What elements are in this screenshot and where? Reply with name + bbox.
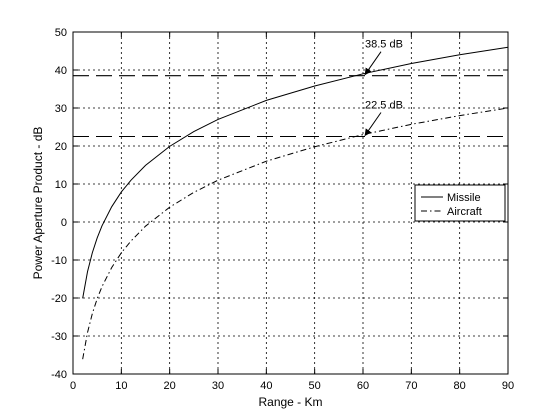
annotations: 38.5 dB 22.5 dB — [364, 39, 403, 137]
x-tick-label: 30 — [212, 380, 224, 392]
y-tick-label: -40 — [51, 369, 67, 381]
y-tick-label: -20 — [51, 293, 67, 305]
y-tick-label: 30 — [55, 103, 67, 115]
reference-lines — [73, 75, 508, 138]
grid — [73, 32, 508, 374]
x-tick-label: 60 — [357, 380, 369, 392]
x-tick-label: 80 — [454, 380, 466, 392]
x-tick-label: 50 — [309, 380, 321, 392]
x-tick-label: 70 — [405, 380, 417, 392]
legend-label: Missile — [447, 192, 481, 204]
annotation-label: 38.5 dB — [365, 39, 403, 51]
plot-frame — [72, 31, 509, 375]
y-tick-label: 40 — [55, 65, 67, 77]
legend-label: Aircraft — [447, 206, 482, 218]
y-tick-label: 0 — [61, 217, 67, 229]
legend-box — [414, 184, 506, 222]
series-line — [82, 46, 509, 299]
y-tick-label: 10 — [55, 179, 67, 191]
x-tick-label: 0 — [70, 380, 76, 392]
y-tick-label: 20 — [55, 141, 67, 153]
x-tick-label: 90 — [502, 380, 514, 392]
y-axis-title: Power Aperture Product - dB — [31, 127, 45, 280]
annotation-arrow — [364, 112, 382, 137]
y-tick-label: -30 — [51, 331, 67, 343]
annotation-arrow — [364, 51, 382, 76]
y-tick-label: -10 — [51, 255, 67, 267]
y-tick-label: 50 — [55, 27, 67, 39]
ticks: 0 10 20 30 40 50 60 70 80 90 -40 -30 -20 -10 0 10 20 30 40… — [51, 27, 514, 392]
x-tick-label: 20 — [164, 380, 176, 392]
annotation-label: 22.5 dB — [365, 100, 403, 112]
x-tick-label: 40 — [260, 380, 272, 392]
x-axis-title: Range - Km — [258, 395, 322, 409]
x-tick-label: 10 — [115, 380, 127, 392]
legend: Missile Aircraft — [414, 184, 506, 222]
